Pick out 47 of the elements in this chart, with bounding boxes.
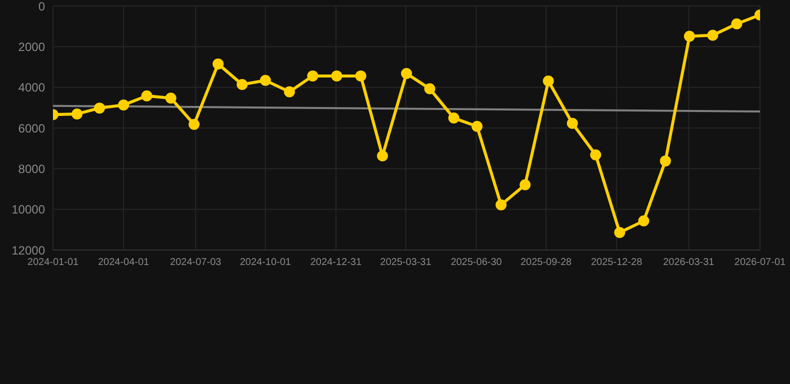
point [72,108,83,120]
point [684,30,695,42]
y-tick-label: 10000 [12,202,46,217]
x-tick-label: 2026-07-01 [734,257,786,268]
y-tick-label: 12000 [12,243,46,258]
point [638,215,650,226]
point [141,90,152,102]
x-tick-label: 2024-01-01 [27,257,80,268]
point [165,92,176,104]
point [236,78,248,90]
x-tick-label: 2025-12-28 [591,257,643,268]
point [496,199,507,210]
y-tick-label: 2000 [18,40,46,54]
x-tick-label: 2024-12-31 [310,257,362,268]
x-tick-label: 2025-09-28 [520,257,572,268]
point [707,30,718,41]
point [212,58,224,70]
point [260,74,271,86]
point [731,18,742,30]
y-tick-label: 0 [38,0,46,14]
point [284,86,295,98]
x-tick-label: 2024-10-01 [240,257,292,268]
x-tick-label: 2026-03-31 [663,257,715,268]
y-tick-label: 4000 [18,80,46,95]
point [614,227,626,238]
point [188,118,200,130]
point [520,179,531,190]
point [424,83,436,94]
point [401,68,412,80]
point [448,112,460,124]
point [355,70,366,82]
point [542,76,554,87]
point [590,149,602,160]
point [566,118,578,129]
point [118,100,130,111]
x-tick-label: 2025-03-31 [380,257,432,268]
y-tick-label: 8000 [18,162,46,176]
point [660,155,671,166]
point [376,150,388,162]
x-tick-label: 2025-06-30 [450,257,502,268]
point [472,120,483,132]
point [307,70,318,82]
point [94,102,106,114]
y-tick-label: 6000 [18,121,46,136]
x-tick-label: 2024-04-01 [98,257,150,268]
point [331,70,342,82]
x-tick-label: 2024-07-03 [170,257,222,268]
